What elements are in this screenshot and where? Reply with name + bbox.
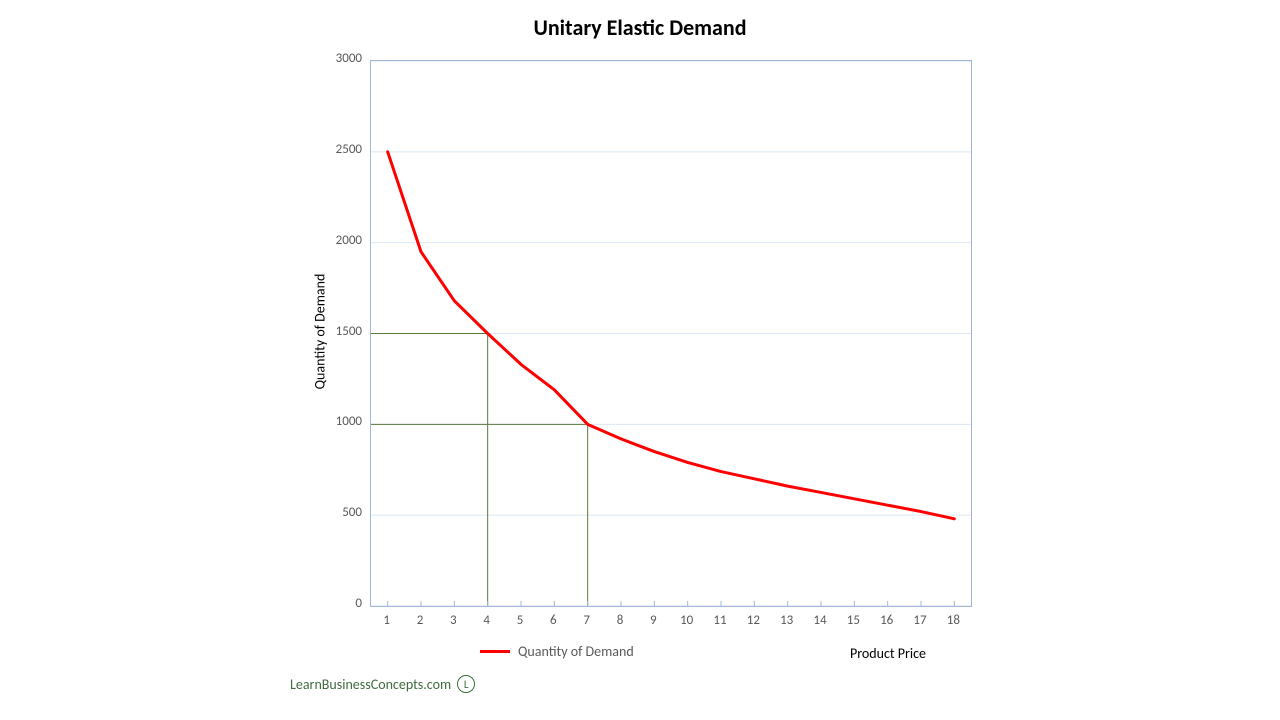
y-tick-label: 3000 <box>312 51 362 66</box>
x-tick-label: 7 <box>572 613 602 628</box>
x-tick-label: 17 <box>905 613 935 628</box>
x-tick-label: 16 <box>872 613 902 628</box>
x-tick-label: 18 <box>938 613 968 628</box>
attribution: LearnBusinessConcepts.com L <box>290 675 475 693</box>
x-tick-label: 11 <box>705 613 735 628</box>
y-tick-label: 500 <box>312 505 362 520</box>
x-tick-label: 9 <box>638 613 668 628</box>
legend-label: Quantity of Demand <box>518 643 634 660</box>
x-tick-label: 14 <box>805 613 835 628</box>
x-tick-label: 12 <box>738 613 768 628</box>
y-tick-label: 2000 <box>312 233 362 248</box>
x-tick-label: 8 <box>605 613 635 628</box>
plot-svg <box>371 61 971 606</box>
x-axis-label: Product Price <box>850 645 926 662</box>
plot-area <box>370 60 972 607</box>
x-tick-label: 4 <box>472 613 502 628</box>
y-tick-label: 1000 <box>312 414 362 429</box>
chart-title: Unitary Elastic Demand <box>280 14 1000 41</box>
chart-container: Unitary Elastic Demand Quantity of Deman… <box>280 10 1000 700</box>
attribution-logo-icon: L <box>457 675 475 693</box>
x-tick-label: 5 <box>505 613 535 628</box>
x-tick-label: 1 <box>372 613 402 628</box>
x-tick-label: 3 <box>438 613 468 628</box>
x-tick-label: 6 <box>538 613 568 628</box>
x-tick-label: 15 <box>838 613 868 628</box>
y-tick-label: 1500 <box>312 324 362 339</box>
y-tick-label: 2500 <box>312 142 362 157</box>
legend: Quantity of Demand <box>480 643 634 660</box>
x-tick-label: 10 <box>672 613 702 628</box>
attribution-text: LearnBusinessConcepts.com <box>290 676 451 693</box>
legend-line-icon <box>480 650 510 653</box>
y-tick-label: 0 <box>312 596 362 611</box>
x-tick-label: 2 <box>405 613 435 628</box>
x-tick-label: 13 <box>772 613 802 628</box>
